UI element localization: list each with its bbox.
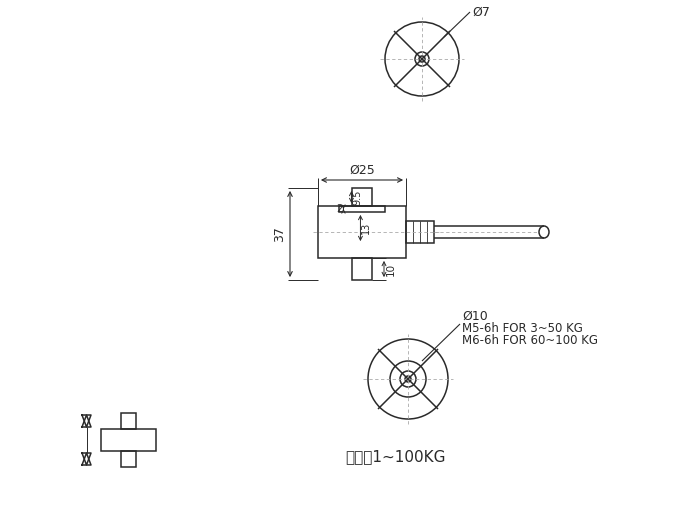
Text: 2: 2 — [336, 204, 343, 214]
Text: Ø25: Ø25 — [349, 164, 375, 177]
Bar — [121, 451, 136, 467]
Text: 37: 37 — [273, 226, 286, 242]
Text: 量程：1~100KG: 量程：1~100KG — [345, 450, 445, 464]
Bar — [339, 206, 385, 212]
Bar — [121, 413, 136, 429]
Bar — [101, 429, 155, 451]
Text: 9.5: 9.5 — [353, 189, 362, 205]
Text: M5-6h FOR 3~50 KG: M5-6h FOR 3~50 KG — [462, 322, 583, 335]
Bar — [406, 221, 434, 243]
Text: M6-6h FOR 60~100 KG: M6-6h FOR 60~100 KG — [462, 334, 598, 347]
Text: 10: 10 — [386, 263, 396, 276]
Text: Ø10: Ø10 — [462, 310, 488, 323]
Bar — [318, 206, 406, 258]
Bar — [352, 188, 372, 206]
Text: 13: 13 — [362, 222, 371, 234]
Text: Ø7: Ø7 — [472, 6, 490, 18]
Bar — [352, 258, 372, 280]
